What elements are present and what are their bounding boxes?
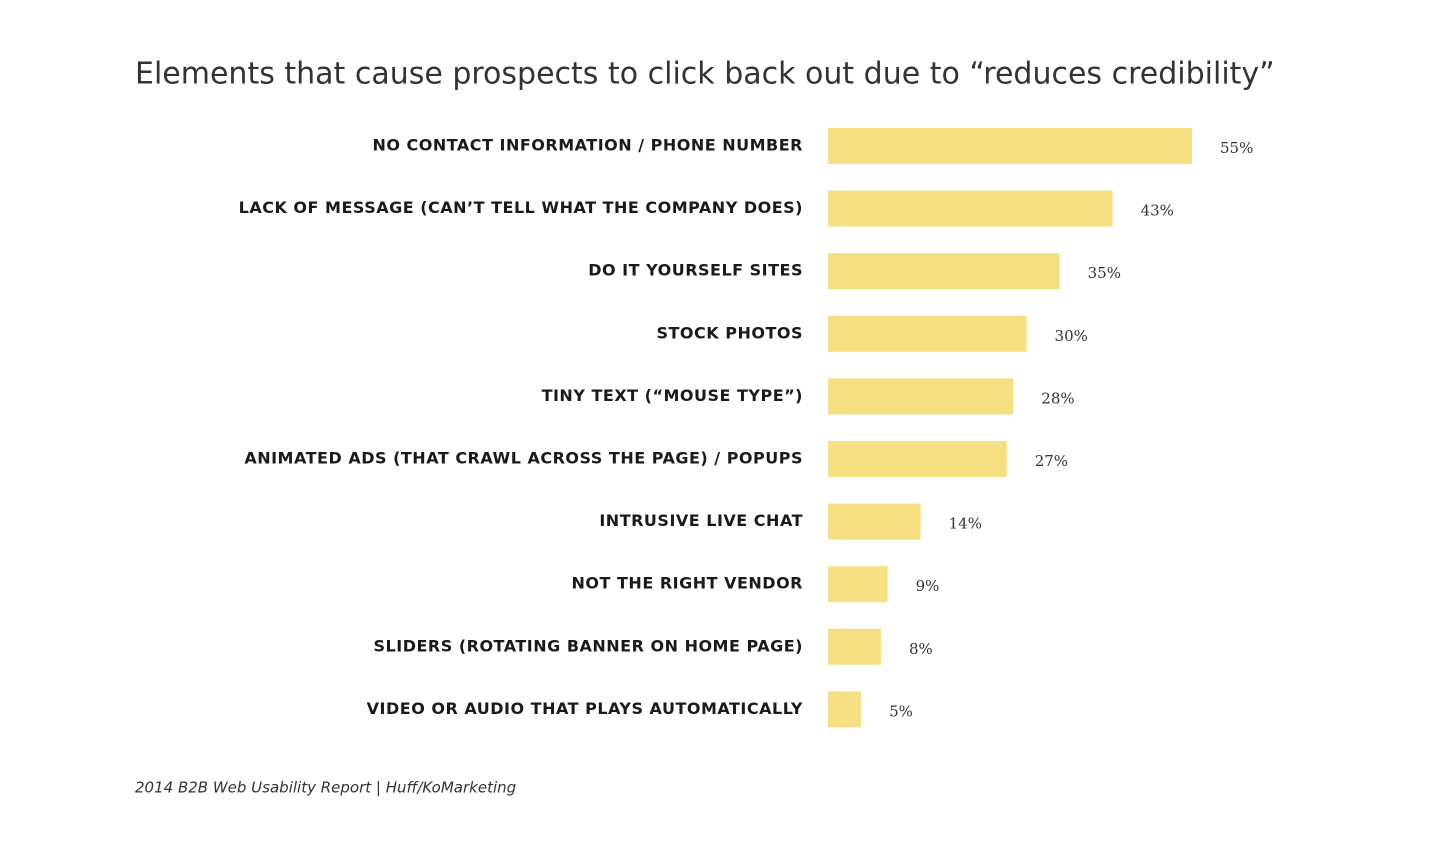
value-label: 28% [1041, 389, 1074, 407]
category-label: NO CONTACT INFORMATION / PHONE NUMBER [372, 136, 803, 155]
category-label: VIDEO OR AUDIO THAT PLAYS AUTOMATICALLY [367, 699, 803, 718]
bar [828, 128, 1192, 164]
bar [828, 190, 1113, 227]
chart-title: Elements that cause prospects to click b… [135, 57, 1275, 92]
category-label: ANIMATED ADS (THAT CRAWL ACROSS THE PAGE… [244, 449, 803, 468]
bar [828, 503, 921, 540]
value-label: 5% [889, 702, 913, 720]
value-label: 9% [916, 577, 940, 595]
value-label: 43% [1141, 202, 1174, 220]
bar [828, 566, 888, 603]
bar [828, 628, 881, 665]
bar [828, 315, 1027, 352]
bar [828, 378, 1014, 415]
category-label: NOT THE RIGHT VENDOR [572, 574, 803, 593]
bar [828, 691, 862, 728]
value-label: 55% [1220, 139, 1253, 157]
category-label: TINY TEXT (“MOUSE TYPE”) [542, 386, 803, 405]
value-label: 8% [909, 640, 933, 658]
value-label: 35% [1088, 264, 1121, 282]
category-label: SLIDERS (ROTATING BANNER ON HOME PAGE) [374, 636, 803, 655]
category-label: STOCK PHOTOS [656, 323, 803, 342]
bar [828, 441, 1007, 477]
value-label: 27% [1035, 452, 1068, 470]
category-label: DO IT YOURSELF SITES [588, 261, 803, 280]
bar [828, 253, 1060, 290]
value-label: 14% [949, 515, 982, 533]
category-label: LACK OF MESSAGE (CAN’T TELL WHAT THE COM… [239, 198, 803, 217]
source-note: 2014 B2B Web Usability Report | Huff/KoM… [135, 779, 516, 797]
category-label: INTRUSIVE LIVE CHAT [599, 511, 803, 530]
value-label: 30% [1055, 327, 1088, 345]
